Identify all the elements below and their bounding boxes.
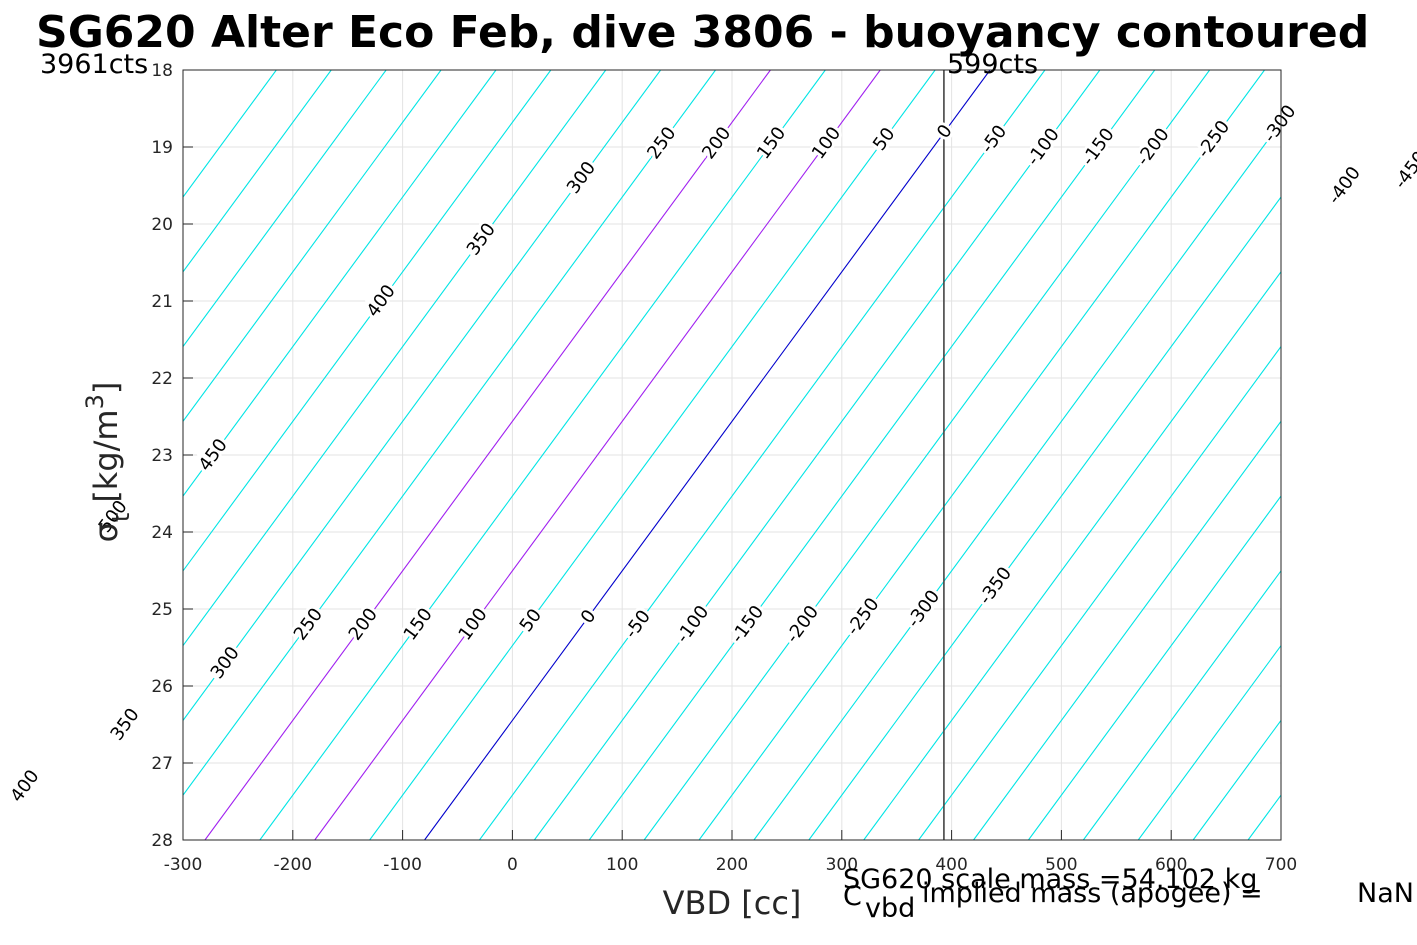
y-axis-label-close: ] <box>87 382 125 394</box>
y-tick-label: 24 <box>151 523 173 543</box>
x-axis-ticks: -300 -200 -100 0 100 200 300 400 500 600 700 <box>164 830 1297 875</box>
y-axis-label-symbol: σ <box>87 522 125 542</box>
contour-line-550 <box>183 70 387 348</box>
y-tick-label: 19 <box>151 138 173 158</box>
y-tick-label: 18 <box>151 61 173 81</box>
x-tick-label: -100 <box>383 855 422 875</box>
x-tick-label: 600 <box>1155 855 1187 875</box>
right-count-label: 599cts <box>947 49 1038 80</box>
contour-line-200 <box>204 70 771 840</box>
contour-line-250 <box>183 70 716 797</box>
x-tick-label: 400 <box>935 855 967 875</box>
contour-label-upper: -400 <box>1324 163 1365 208</box>
contour-line-150 <box>259 70 826 840</box>
contour-line-50 <box>369 70 936 840</box>
contour-line-100 <box>314 70 881 840</box>
chart-title: SG620 Alter Eco Feb, dive 3806 - buoyanc… <box>36 7 1369 58</box>
x-tick-label: 700 <box>1265 855 1297 875</box>
implied-mass-value: NaN <box>1357 878 1414 909</box>
contour-line--500 <box>973 420 1281 840</box>
cvbd-subscript: vbd <box>865 893 915 924</box>
contour-line--50 <box>479 70 1046 840</box>
x-tick-label: -300 <box>164 855 203 875</box>
left-count-label: 3961cts <box>40 49 148 80</box>
contour-line--600 <box>1082 569 1281 840</box>
contour-label-lower: 400 <box>6 766 43 806</box>
y-axis-label-subscript: t <box>107 513 135 522</box>
contour-line--250 <box>698 70 1265 840</box>
y-axis-label: σt [kg/m3] <box>81 382 135 543</box>
contour-line-0 <box>424 70 991 840</box>
contour-line--150 <box>588 70 1156 840</box>
contour-line--400 <box>863 270 1281 840</box>
contour-line--450 <box>918 345 1281 840</box>
y-tick-label: 22 <box>151 369 173 389</box>
y-axis-label-unit: [kg/m <box>87 409 125 502</box>
y-tick-label: 23 <box>151 446 173 466</box>
x-tick-label: -200 <box>274 855 313 875</box>
contour-label-upper: -450 <box>1390 147 1417 192</box>
y-tick-label: 26 <box>151 677 173 697</box>
x-tick-label: 100 <box>606 855 638 875</box>
contour-line--350 <box>808 196 1281 840</box>
contour-line-450 <box>183 70 497 498</box>
contour-line--300 <box>753 121 1281 840</box>
x-tick-label: 300 <box>826 855 858 875</box>
contour-line-400 <box>183 70 552 572</box>
contour-line--200 <box>643 70 1211 840</box>
contour-line-500 <box>183 70 442 423</box>
contour-line--650 <box>1137 644 1281 840</box>
y-tick-label: 25 <box>151 600 173 620</box>
scale-mass-text: SG620 scale mass =54.102 kg <box>843 864 1257 895</box>
contour-label-lower: 350 <box>106 704 143 744</box>
cvbd-symbol: C <box>843 881 862 912</box>
contour-line-300 <box>183 70 662 722</box>
y-tick-label: 27 <box>151 754 173 774</box>
implied-mass-text: implied mass (apogee) = <box>922 878 1263 909</box>
y-tick-label: 20 <box>151 215 173 235</box>
x-tick-label: 200 <box>716 855 748 875</box>
y-tick-label: 21 <box>151 292 173 312</box>
contour-lines <box>183 70 1417 840</box>
contour-line--550 <box>1028 495 1281 840</box>
contour-line-600 <box>183 70 332 273</box>
y-axis-label-superscript: 3 <box>81 394 109 409</box>
contour-line-350 <box>183 70 607 647</box>
contour-line--100 <box>533 70 1101 840</box>
x-axis-label: VBD [cc] <box>663 884 802 922</box>
x-tick-label: 0 <box>507 855 518 875</box>
x-tick-label: 500 <box>1045 855 1077 875</box>
y-tick-label: 28 <box>151 831 173 851</box>
y-axis-ticks: 18 19 20 21 22 23 24 25 26 27 28 <box>151 61 193 851</box>
contour-line--900 <box>1413 70 1417 840</box>
